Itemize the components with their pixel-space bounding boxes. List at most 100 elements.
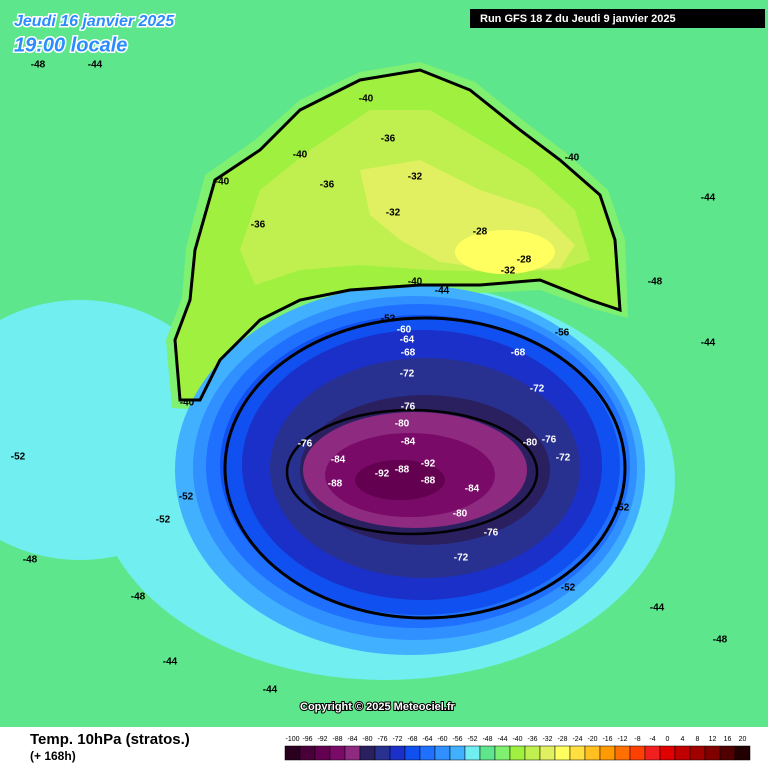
colorbar-label: -72 bbox=[392, 736, 402, 743]
colorbar-swatch bbox=[734, 745, 751, 761]
contour-label: -48 bbox=[23, 555, 38, 566]
colorbar-swatch bbox=[704, 745, 721, 761]
colorbar-label: 12 bbox=[709, 736, 717, 743]
contour-label: -28 bbox=[473, 227, 488, 238]
colorbar-label: -44 bbox=[497, 736, 507, 743]
contour-label: -76 bbox=[542, 435, 557, 446]
colorbar-label: -28 bbox=[557, 736, 567, 743]
shade bbox=[355, 460, 445, 500]
contour-label: -88 bbox=[395, 465, 410, 476]
colorbar-label: -64 bbox=[422, 736, 432, 743]
contour-label: -28 bbox=[517, 255, 532, 266]
run-box bbox=[470, 9, 765, 28]
colorbar-swatch bbox=[509, 745, 526, 761]
contour-label: -36 bbox=[320, 180, 335, 191]
contour-label: -36 bbox=[381, 134, 396, 145]
colorbar-label: 8 bbox=[696, 736, 700, 743]
contour-label: -52 bbox=[156, 515, 171, 526]
valid-time: 19:00 locale bbox=[14, 34, 127, 56]
contour-label: -84 bbox=[465, 484, 480, 495]
colorbar-swatch bbox=[644, 745, 661, 761]
colorbar-swatch bbox=[434, 745, 451, 761]
colorbar-swatch bbox=[479, 745, 496, 761]
colorbar-swatch bbox=[689, 745, 706, 761]
contour-label: -64 bbox=[400, 335, 415, 346]
colorbar-swatch bbox=[554, 745, 571, 761]
colorbar-label: -36 bbox=[527, 736, 537, 743]
colorbar-label: -40 bbox=[512, 736, 522, 743]
contour-label: -44 bbox=[163, 657, 178, 668]
colorbar-swatch bbox=[584, 745, 601, 761]
shade bbox=[455, 230, 555, 274]
colorbar-swatch bbox=[344, 745, 361, 761]
contour-label: -48 bbox=[713, 635, 728, 646]
contour-label: -80 bbox=[523, 438, 538, 449]
contour-label: -68 bbox=[401, 348, 416, 359]
contour-minus40 bbox=[173, 68, 622, 402]
contour-label: -44 bbox=[263, 685, 278, 696]
colorbar-label: -12 bbox=[617, 736, 627, 743]
colorbar-swatch bbox=[284, 745, 301, 761]
colorbar-swatch bbox=[569, 745, 586, 761]
contour-label: -60 bbox=[397, 325, 412, 336]
contour-label: -80 bbox=[395, 419, 410, 430]
colorbar-label: 4 bbox=[681, 736, 685, 743]
contour-label: -40 bbox=[565, 153, 580, 164]
colorbar-label: -16 bbox=[602, 736, 612, 743]
colorbar-swatch bbox=[464, 745, 481, 761]
colorbar-label: -84 bbox=[347, 736, 357, 743]
valid-date: Jeudi 16 janvier 2025 bbox=[14, 13, 175, 30]
contour-label: -84 bbox=[401, 437, 416, 448]
contour-label: -48 bbox=[648, 277, 663, 288]
colorbar-label: -88 bbox=[332, 736, 342, 743]
colorbar-swatch bbox=[299, 745, 316, 761]
colorbar-swatch bbox=[614, 745, 631, 761]
colorbar-label: -60 bbox=[437, 736, 447, 743]
colorbar-swatch bbox=[494, 745, 511, 761]
contour-label: -72 bbox=[530, 384, 545, 395]
colorbar-label: 20 bbox=[739, 736, 747, 743]
temperature-shading bbox=[0, 0, 768, 727]
colorbar: -100 -96 -92 -88 -84 -80 -76 -72 -68 -64 -60 -56 -52… bbox=[284, 736, 751, 761]
colorbar-swatch bbox=[374, 745, 391, 761]
contour-label: -76 bbox=[401, 402, 416, 413]
footer-title: Temp. 10hPa (stratos.) bbox=[30, 731, 190, 748]
colorbar-swatch bbox=[389, 745, 406, 761]
colorbar-label: -48 bbox=[482, 736, 492, 743]
colorbar-label: 0 bbox=[666, 736, 670, 743]
contour-label: -44 bbox=[435, 286, 450, 297]
contour-label: -52 bbox=[11, 452, 26, 463]
contour-label: -72 bbox=[454, 553, 469, 564]
colorbar-swatch bbox=[329, 745, 346, 761]
run-info: Run GFS 18 Z du Jeudi 9 janvier 2025 bbox=[480, 13, 676, 25]
contour-core bbox=[285, 408, 539, 536]
contour-vortex bbox=[223, 316, 627, 620]
contour-label: -44 bbox=[650, 603, 665, 614]
colorbar-label: -32 bbox=[542, 736, 552, 743]
contour-label: -48 bbox=[131, 592, 146, 603]
colorbar-swatch bbox=[524, 745, 541, 761]
colorbar-label: -24 bbox=[572, 736, 582, 743]
contour-label: -80 bbox=[453, 509, 468, 520]
contour-label: -92 bbox=[421, 459, 436, 470]
footer-lead: (+ 168h) bbox=[30, 749, 76, 763]
colorbar-label: -4 bbox=[649, 736, 655, 743]
colorbar-label: -52 bbox=[467, 736, 477, 743]
contour-label: -44 bbox=[701, 193, 716, 204]
contour-label: -36 bbox=[251, 220, 266, 231]
contour-label: -52 bbox=[615, 503, 630, 514]
colorbar-label: -76 bbox=[377, 736, 387, 743]
contour-label: -88 bbox=[421, 476, 436, 487]
contour-label: -48 bbox=[31, 60, 46, 71]
contour-label: -84 bbox=[331, 455, 346, 466]
contour-label: -44 bbox=[701, 338, 716, 349]
contour-label: -40 bbox=[359, 94, 374, 105]
colorbar-swatch bbox=[719, 745, 736, 761]
contour-label: -40 bbox=[408, 277, 423, 288]
colorbar-swatch bbox=[599, 745, 616, 761]
contour-label: -32 bbox=[386, 208, 401, 219]
contour-label: -52 bbox=[381, 314, 396, 325]
colorbar-label: -80 bbox=[362, 736, 372, 743]
contour-label: -88 bbox=[328, 479, 343, 490]
